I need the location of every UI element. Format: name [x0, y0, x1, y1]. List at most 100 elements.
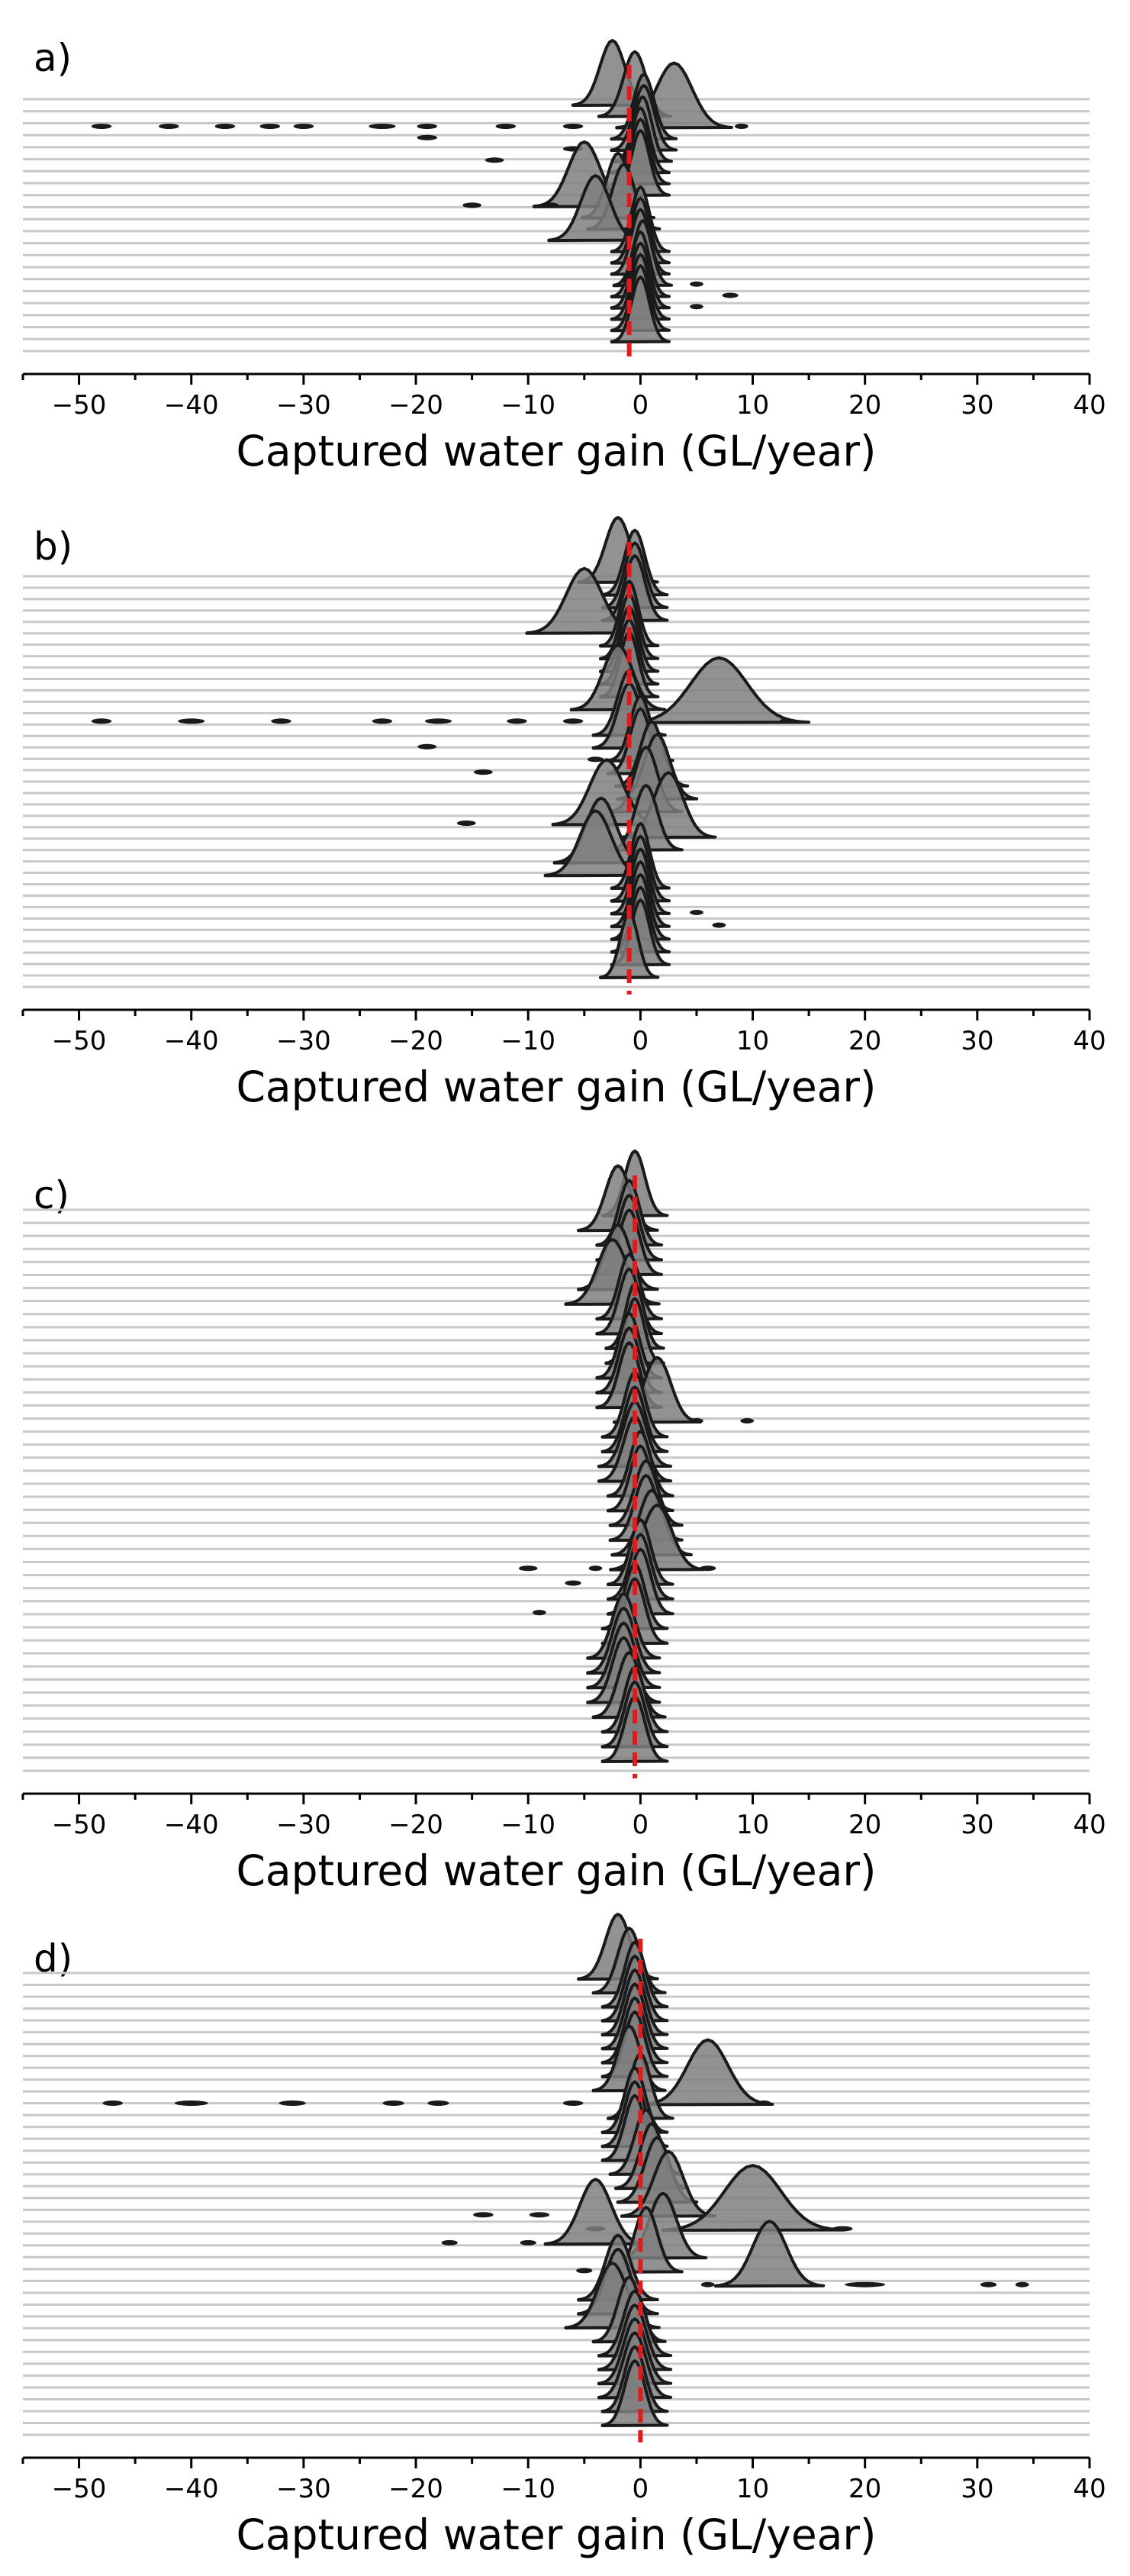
x-tick-label: 20: [848, 390, 881, 421]
x-tick-label: −30: [276, 1026, 331, 1056]
x-tick-label: −20: [388, 1810, 443, 1840]
ridge-tail: [485, 157, 504, 163]
ridge-tail: [495, 124, 517, 130]
x-tick-label: 0: [633, 1026, 649, 1056]
x-tick-label: 20: [848, 1026, 881, 1056]
ridge-tail: [690, 1418, 703, 1424]
ridge-tail: [542, 202, 559, 208]
x-tick-label: −10: [501, 1810, 555, 1840]
x-tick-label: 20: [848, 1810, 881, 1840]
ridge-tail: [462, 202, 481, 208]
ridge-tail: [565, 1580, 581, 1586]
ridge-density: [641, 2038, 774, 2107]
ridge-tail: [1015, 2281, 1029, 2287]
ridge-tail: [690, 909, 703, 915]
panel-a: a) −50 −40 −30 −20 −10 0 10 20 30 40 Captured water…: [21, 36, 1106, 476]
ridge-tail: [533, 1610, 546, 1616]
ridge-tail: [722, 292, 739, 298]
ridge-density: [610, 276, 671, 343]
x-tick-label: 10: [736, 1026, 769, 1056]
ridge-tail: [473, 2212, 494, 2218]
ridge-tail: [174, 2100, 208, 2107]
x-tick-label: −30: [276, 2474, 331, 2504]
ridge-tail: [259, 124, 280, 130]
x-tick-label: −20: [388, 2474, 443, 2504]
ridge-tail: [520, 2239, 536, 2246]
ridge-tail: [587, 756, 604, 762]
x-tick-label: 40: [1073, 390, 1106, 421]
ridge-tail: [518, 1565, 538, 1572]
x-tick-label: 0: [633, 2474, 649, 2504]
ridge-tail: [576, 2268, 593, 2274]
x-tick-label: 0: [633, 1810, 649, 1840]
ridge-tail: [690, 281, 703, 287]
ridge-tail: [779, 718, 794, 724]
ridge-density: [627, 656, 811, 724]
x-tick-label: −20: [388, 390, 443, 421]
ridge-tail: [369, 124, 396, 130]
panel-label: b): [34, 524, 72, 569]
ridge-tail: [562, 2100, 584, 2107]
ridge-tail: [712, 922, 726, 928]
x-axis-label: Captured water gain (GL/year): [237, 1062, 877, 1111]
panel-label: a): [34, 36, 72, 80]
ridge-density: [714, 2220, 826, 2288]
ridge-tail: [562, 718, 584, 724]
ridge-density: [620, 2149, 717, 2218]
x-tick-label: 40: [1073, 1810, 1106, 1840]
x-tick-label: −20: [388, 1026, 443, 1056]
x-tick-label: −30: [276, 1810, 331, 1840]
x-tick-label: −40: [164, 2474, 219, 2504]
ridge-tail: [427, 2100, 449, 2107]
ridge-tail: [102, 2100, 123, 2107]
ridge-tail: [529, 2212, 550, 2218]
ridge-density: [569, 643, 667, 712]
x-tick-label: −50: [52, 1810, 107, 1840]
x-tick-label: 10: [736, 390, 769, 421]
ridge-tail: [178, 718, 205, 724]
x-tick-label: 10: [736, 2474, 769, 2504]
x-tick-label: −40: [164, 1026, 219, 1056]
x-axis-label: Captured water gain (GL/year): [237, 1846, 877, 1895]
ridge-tail: [832, 2226, 853, 2232]
x-tick-label: 10: [736, 1810, 769, 1840]
ridge-tail: [278, 2100, 306, 2107]
x-axis-label: Captured water gain (GL/year): [237, 2510, 877, 2559]
x-tick-label: 20: [848, 2474, 881, 2504]
ridge-tail: [845, 2281, 886, 2287]
panel-b: b) −50 −40 −30 −20 −10 0 10 20 30 40 Captured water…: [21, 516, 1106, 1111]
ridge-tail: [456, 820, 476, 826]
ridge-tail: [734, 124, 749, 130]
x-tick-label: −50: [52, 2474, 107, 2504]
ridge-tail: [382, 2100, 404, 2107]
x-tick-label: 40: [1073, 1026, 1106, 1056]
x-tick-label: −10: [501, 2474, 555, 2504]
x-tick-label: 30: [961, 2474, 993, 2504]
x-tick-label: −30: [276, 390, 331, 421]
x-tick-label: −10: [501, 390, 555, 421]
ridge-tail: [740, 1418, 754, 1424]
ridge-tail: [271, 718, 291, 724]
ridge-tail: [588, 1565, 603, 1572]
x-tick-label: −40: [164, 390, 219, 421]
ridge-tail: [372, 718, 393, 724]
ridge-tail: [980, 2281, 997, 2287]
ridge-tail: [293, 124, 314, 130]
ridge-tail: [700, 2281, 715, 2287]
x-tick-label: 30: [961, 1026, 993, 1056]
ridge-tail: [214, 124, 236, 130]
x-axis-label: Captured water gain (GL/year): [237, 427, 877, 476]
ridge-density: [600, 2359, 669, 2427]
ridge-tail: [417, 124, 438, 130]
ridge-tail: [441, 2239, 458, 2246]
ridge-tail: [424, 718, 452, 724]
ridge-tail: [562, 124, 584, 130]
x-tick-label: −50: [52, 1026, 107, 1056]
ridge-density: [661, 2164, 845, 2233]
ridge-tail: [507, 718, 527, 724]
ridge-tail: [757, 2100, 771, 2107]
x-tick-label: 0: [633, 390, 649, 421]
